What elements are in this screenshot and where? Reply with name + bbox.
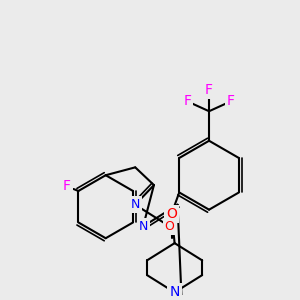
Text: F: F <box>63 179 70 193</box>
Text: N: N <box>138 220 148 233</box>
Text: F: F <box>205 82 213 97</box>
Text: F: F <box>227 94 235 108</box>
Text: N: N <box>130 198 140 211</box>
Text: F: F <box>183 94 191 108</box>
Text: O: O <box>166 207 177 220</box>
Text: N: N <box>169 285 180 299</box>
Text: O: O <box>165 220 175 233</box>
